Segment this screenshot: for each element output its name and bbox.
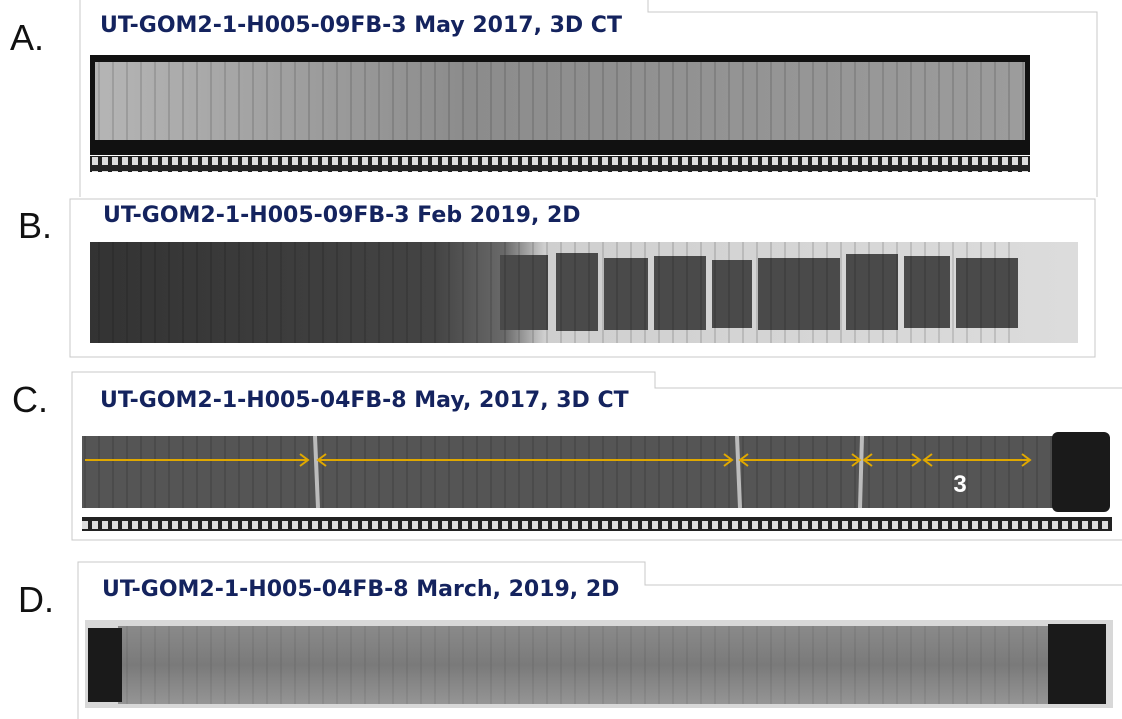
panel-a: A. UT-GOM2-1-H005-09FB-3 May 2017, 3D CT — [10, 0, 1098, 197]
panel-letter: C. — [12, 379, 48, 420]
panel-letter: A. — [10, 17, 44, 58]
panel-letter: B. — [18, 205, 52, 246]
scale-strip — [90, 156, 1030, 172]
panel-frame — [77, 561, 1122, 719]
core-fractures — [313, 435, 864, 509]
core-texture — [95, 62, 1025, 140]
panel-c: C. UT-GOM2-1-H005-04FB-8 May, 2017, 3D C… — [12, 371, 1122, 541]
scale-strip — [82, 517, 1112, 531]
core-texture — [90, 242, 1020, 343]
panel-caption: UT-GOM2-1-H005-09FB-3 Feb 2019, 2D — [103, 203, 581, 228]
end-cap — [1052, 432, 1110, 512]
interval-arrows — [85, 453, 1032, 467]
end-cap — [1048, 624, 1106, 704]
annotation: 3 — [953, 471, 966, 498]
panel-frame — [69, 198, 1096, 358]
panel-d: D. UT-GOM2-1-H005-04FB-8 March, 2019, 2D — [18, 561, 1122, 719]
end-cap — [88, 628, 122, 702]
panel-b: B. UT-GOM2-1-H005-09FB-3 Feb 2019, 2D — [18, 198, 1096, 358]
panel-frame — [79, 0, 1098, 197]
panel-caption: UT-GOM2-1-H005-09FB-3 May 2017, 3D CT — [100, 13, 622, 38]
panel-frame — [71, 371, 1122, 541]
core-texture — [118, 626, 1053, 704]
panel-letter: D. — [18, 579, 54, 620]
panel-caption: UT-GOM2-1-H005-04FB-8 March, 2019, 2D — [102, 577, 619, 602]
panel-caption: UT-GOM2-1-H005-04FB-8 May, 2017, 3D CT — [100, 388, 629, 413]
core-texture — [82, 436, 1057, 508]
